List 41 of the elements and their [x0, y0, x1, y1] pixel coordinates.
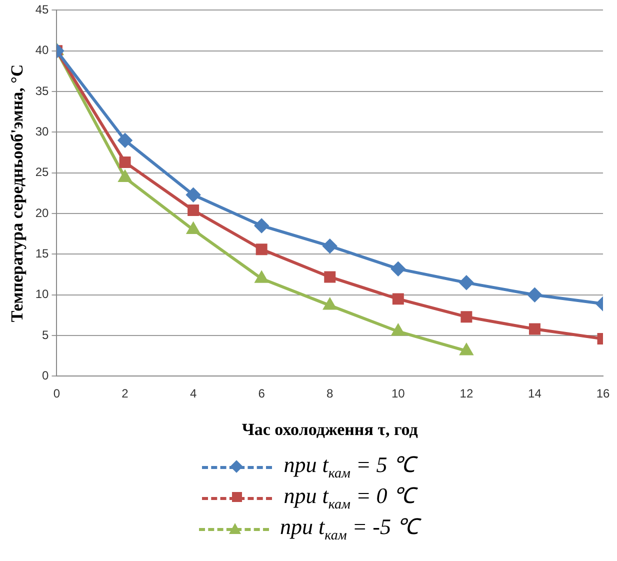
y-tick-label: 40	[35, 43, 50, 58]
point	[460, 311, 472, 323]
point	[187, 222, 200, 234]
y-tick-label: 5	[42, 328, 50, 342]
x-tick-label: 6	[258, 386, 266, 401]
point	[324, 271, 336, 283]
y-tick-label: 30	[35, 124, 50, 139]
point	[118, 170, 132, 182]
point	[256, 244, 268, 256]
x-tick-label: 8	[326, 386, 334, 401]
point	[324, 298, 336, 310]
point	[254, 218, 269, 233]
y-tick-label: 20	[35, 206, 50, 220]
x-tick-label: 10	[391, 386, 406, 401]
point	[528, 288, 542, 302]
point	[186, 188, 200, 202]
x-tick-label: 0	[53, 386, 60, 401]
point	[392, 324, 404, 336]
point	[460, 344, 473, 356]
point	[118, 133, 132, 148]
y-tick-label: 25	[35, 165, 50, 180]
y-tick-label: 35	[35, 84, 50, 98]
x-tick-label: 12	[460, 386, 474, 401]
y-tick-label: 15	[35, 246, 50, 261]
y-tick-label: 45	[35, 2, 50, 17]
x-tick-label: 14	[528, 386, 542, 401]
point	[188, 204, 200, 216]
point	[322, 239, 337, 254]
y-axis-title: Температура середньооб'эмна, °C	[8, 64, 27, 322]
point	[528, 323, 540, 335]
x-tick-label: 16	[596, 386, 610, 401]
x-tick-label: 4	[190, 386, 197, 401]
point	[392, 293, 404, 305]
y-tick-label: 10	[35, 287, 50, 302]
point	[119, 156, 131, 168]
point	[459, 276, 474, 290]
point	[391, 262, 406, 276]
point	[255, 272, 268, 283]
x-tick-label: 2	[122, 386, 129, 401]
y-tick-label: 0	[42, 368, 50, 383]
x-axis-title: Час охолодження τ, год	[242, 420, 418, 440]
